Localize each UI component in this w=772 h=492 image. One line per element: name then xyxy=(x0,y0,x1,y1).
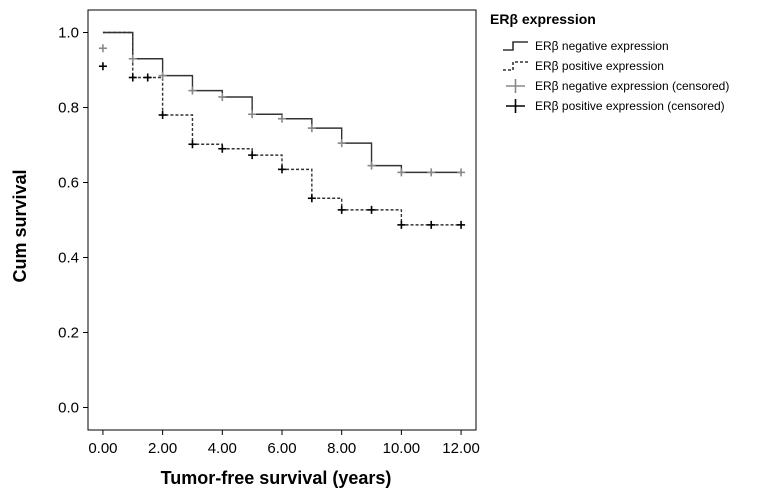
y-tick-label: 0.4 xyxy=(58,250,79,267)
negative-censor-mark xyxy=(367,161,376,170)
x-tick-label: 12.00 xyxy=(442,440,480,457)
positive-censor-mark xyxy=(248,151,257,160)
positive-censor-mark xyxy=(278,165,286,174)
negative-expression-curve xyxy=(102,31,462,174)
x-tick-label: 10.00 xyxy=(383,440,421,457)
positive-censor-mark xyxy=(367,205,376,214)
x-tick-label: 0.00 xyxy=(88,440,117,457)
x-axis: 0.00 2.00 4.00 6.00 8.00 10.00 12.00 xyxy=(88,430,480,457)
positive-censor-mark xyxy=(98,62,107,71)
positive-censor-mark xyxy=(427,220,436,229)
positive-censor-mark xyxy=(457,220,466,229)
positive-expression-curve xyxy=(102,31,462,226)
negative-censor-mark xyxy=(457,168,466,177)
legend-swatch xyxy=(503,41,528,51)
x-tick-label: 8.00 xyxy=(327,440,356,457)
legend-item: ERβ positive expression xyxy=(503,59,664,73)
legend-label: ERβ positive expression xyxy=(535,59,664,73)
y-axis-title: Cum survival xyxy=(10,169,30,282)
negative-censor-mark xyxy=(248,110,257,119)
plot-frame xyxy=(87,9,477,431)
x-tick-label: 6.00 xyxy=(267,440,296,457)
negative-censor-mark xyxy=(337,139,346,148)
legend-item: ERβ negative expression xyxy=(503,39,669,53)
survival-curves xyxy=(102,31,462,226)
x-axis-title: Tumor-free survival (years) xyxy=(161,468,392,488)
negative-censor-mark xyxy=(427,168,436,177)
y-tick-label: 0.6 xyxy=(58,175,79,192)
y-tick-label: 0.0 xyxy=(58,400,79,417)
positive-censor-mark xyxy=(128,73,137,82)
positive-censor-mark xyxy=(397,220,406,229)
positive-censor-mark xyxy=(188,140,197,149)
positive-censor-mark xyxy=(337,205,346,214)
positive-censor-mark xyxy=(158,111,167,119)
positive-censor-mark xyxy=(307,194,316,203)
negative-censor-mark xyxy=(278,114,286,123)
y-axis: 0.0 0.2 0.4 0.6 0.8 1.0 xyxy=(58,25,88,417)
legend-item: ERβ positive expression (censored) xyxy=(506,99,725,113)
positive-censor-mark xyxy=(218,144,227,153)
x-tick-label: 2.00 xyxy=(148,440,177,457)
legend-label: ERβ negative expression xyxy=(535,39,669,53)
negative-censor-mark xyxy=(98,44,107,53)
legend: ERβ expression ERβ negative expression ER… xyxy=(490,11,729,113)
x-tick-label: 4.00 xyxy=(208,440,237,457)
legend-swatch xyxy=(506,99,525,113)
negative-censor-mark xyxy=(397,168,406,177)
y-tick-label: 0.8 xyxy=(58,100,79,117)
negative-censor-mark xyxy=(158,71,167,80)
negative-censor-mark xyxy=(128,54,137,63)
legend-item: ERβ negative expression (censored) xyxy=(506,79,729,93)
legend-title: ERβ expression xyxy=(490,11,596,27)
positive-censor-mark xyxy=(143,73,152,82)
censor-markers xyxy=(98,44,466,229)
legend-swatch xyxy=(506,79,525,93)
negative-censor-mark xyxy=(188,86,197,95)
legend-label: ERβ negative expression (censored) xyxy=(535,79,729,93)
negative-censor-mark xyxy=(218,93,227,101)
y-tick-label: 1.0 xyxy=(58,25,79,42)
legend-label: ERβ positive expression (censored) xyxy=(535,99,725,113)
y-tick-label: 0.2 xyxy=(58,325,79,342)
negative-censor-mark xyxy=(307,124,316,133)
legend-swatch xyxy=(503,61,528,71)
